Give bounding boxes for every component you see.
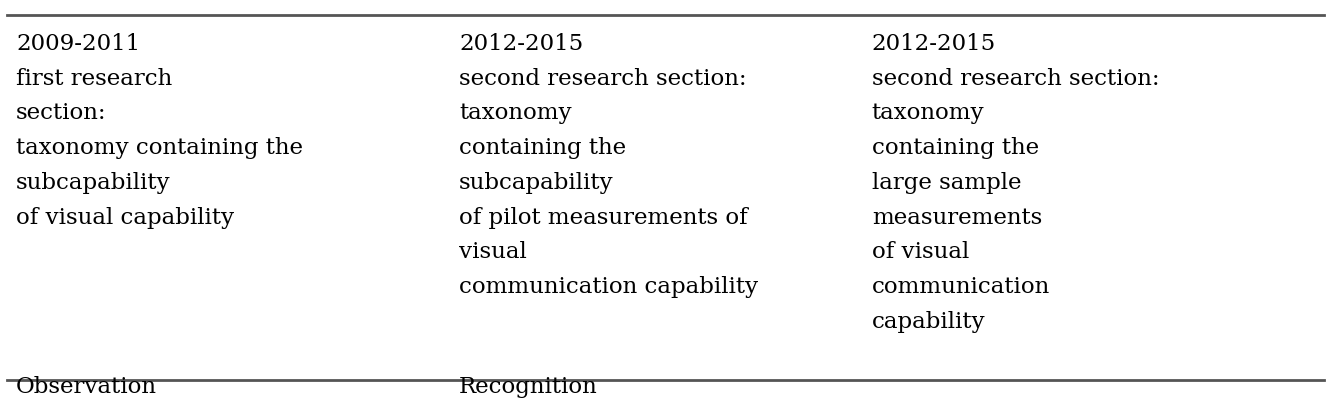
Text: 2012-2015
second research section:
taxonomy
containing the
large sample
measurem: 2012-2015 second research section: taxon… bbox=[872, 33, 1159, 332]
Text: Recognition: Recognition bbox=[459, 375, 598, 398]
Text: 2009-2011
first research
section:
taxonomy containing the
subcapability
of visua: 2009-2011 first research section: taxono… bbox=[16, 33, 303, 228]
Text: Observation: Observation bbox=[16, 375, 157, 398]
Text: 2012-2015
second research section:
taxonomy
containing the
subcapability
of pilo: 2012-2015 second research section: taxon… bbox=[459, 33, 759, 297]
